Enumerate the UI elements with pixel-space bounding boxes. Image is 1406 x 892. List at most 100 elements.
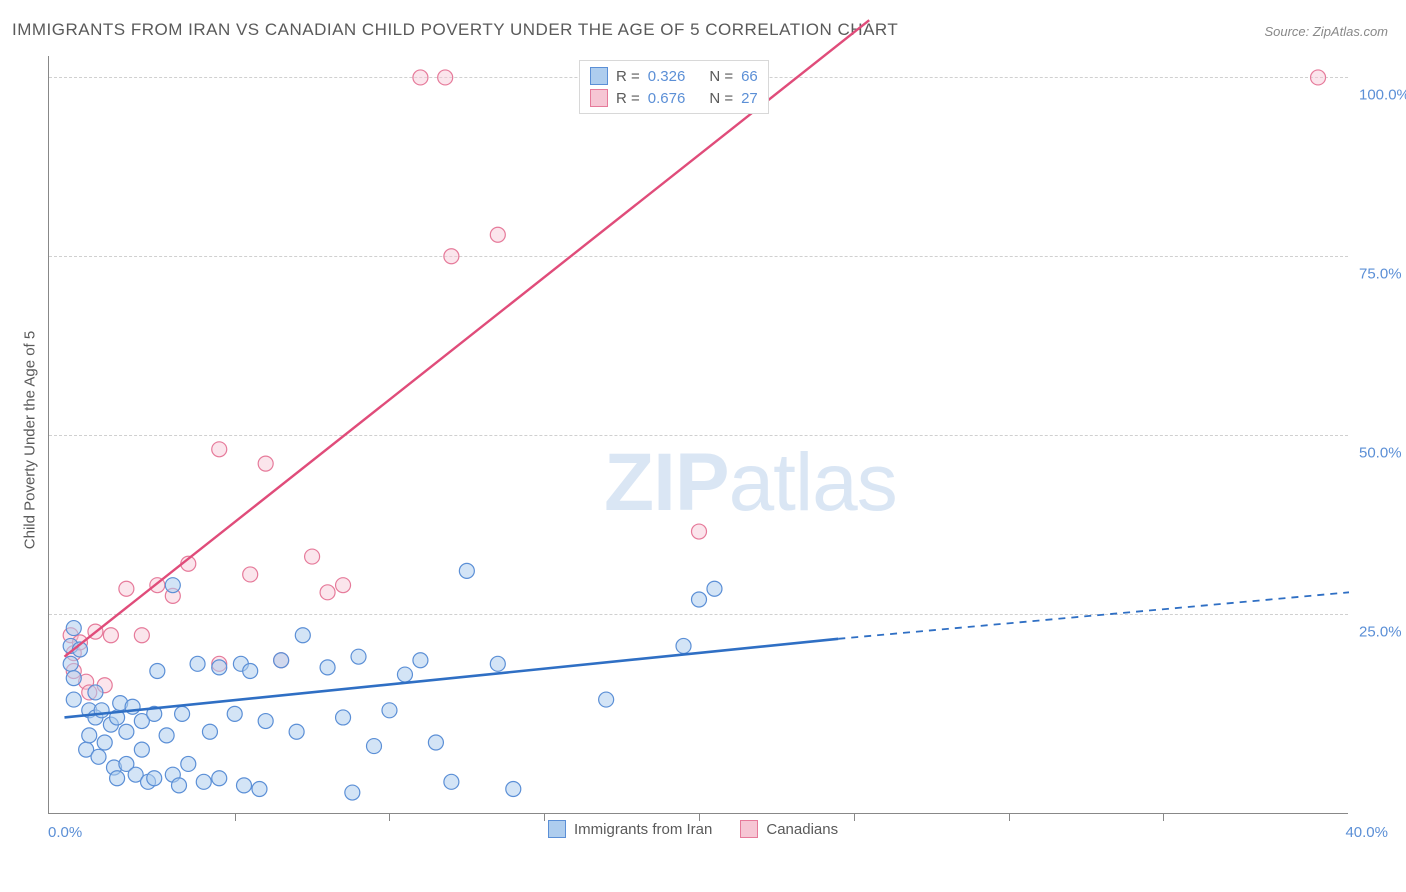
x-axis-max-label: 40.0% [1345, 824, 1388, 841]
scatter-point [66, 692, 81, 707]
scatter-point [336, 710, 351, 725]
scatter-point [428, 735, 443, 750]
y-axis-label: Child Poverty Under the Age of 5 [22, 331, 39, 549]
legend-series: Immigrants from Iran Canadians [548, 820, 838, 838]
scatter-point [243, 567, 258, 582]
legend-swatch [590, 89, 608, 107]
legend-series-item: Canadians [740, 820, 838, 838]
scatter-point [196, 774, 211, 789]
scatter-point [165, 578, 180, 593]
x-axis-min-label: 0.0% [48, 824, 82, 841]
scatter-point [320, 585, 335, 600]
plot-area: 25.0%50.0%75.0%100.0% ZIPatlas R =0.326N… [48, 56, 1348, 814]
scatter-point [147, 771, 162, 786]
scatter-point [134, 628, 149, 643]
x-minor-tick [389, 813, 390, 821]
scatter-point [202, 724, 217, 739]
scatter-point [320, 660, 335, 675]
legend-series-label: Immigrants from Iran [574, 821, 712, 838]
scatter-point [289, 724, 304, 739]
scatter-point [258, 714, 273, 729]
scatter-point [707, 581, 722, 596]
scatter-point [119, 581, 134, 596]
scatter-point [692, 592, 707, 607]
scatter-point [243, 663, 258, 678]
chart-title: IMMIGRANTS FROM IRAN VS CANADIAN CHILD P… [12, 20, 898, 40]
legend-correlation: R = 0.326 N = 66 R = 0.676 N = 27 [579, 60, 769, 114]
scatter-point [91, 749, 106, 764]
x-minor-tick [235, 813, 236, 821]
legend-swatch [740, 820, 758, 838]
scatter-point [172, 778, 187, 793]
scatter-point [367, 739, 382, 754]
legend-r-value: 0.326 [648, 68, 686, 85]
legend-correlation-row: R = 0.326 N = 66 [590, 65, 758, 87]
x-minor-tick [544, 813, 545, 821]
scatter-point [345, 785, 360, 800]
scatter-point [274, 653, 289, 668]
scatter-point [212, 660, 227, 675]
y-tick-label: 100.0% [1359, 87, 1406, 104]
scatter-point [119, 724, 134, 739]
scatter-point [212, 771, 227, 786]
scatter-point [413, 70, 428, 85]
scatter-point [134, 742, 149, 757]
source-attribution: Source: ZipAtlas.com [1264, 24, 1388, 39]
scatter-point [1311, 70, 1326, 85]
scatter-point [66, 621, 81, 636]
chart-container: IMMIGRANTS FROM IRAN VS CANADIAN CHILD P… [0, 0, 1406, 892]
scatter-point [336, 578, 351, 593]
scatter-point [150, 663, 165, 678]
scatter-point [295, 628, 310, 643]
scatter-point [676, 638, 691, 653]
scatter-point [490, 656, 505, 671]
scatter-point [382, 703, 397, 718]
x-minor-tick [854, 813, 855, 821]
scatter-point [252, 781, 267, 796]
legend-n-value: 66 [741, 68, 758, 85]
scatter-point [212, 442, 227, 457]
scatter-point [159, 728, 174, 743]
scatter-point [413, 653, 428, 668]
scatter-point [506, 781, 521, 796]
trend-line-immigrants [64, 639, 838, 718]
legend-n-label: N = [709, 90, 733, 107]
y-tick-label: 50.0% [1359, 445, 1406, 462]
legend-n-label: N = [709, 68, 733, 85]
scatter-point [110, 771, 125, 786]
legend-r-label: R = [616, 90, 640, 107]
scatter-point [227, 706, 242, 721]
scatter-point [82, 728, 97, 743]
scatter-point [599, 692, 614, 707]
scatter-point [459, 563, 474, 578]
y-tick-label: 25.0% [1359, 623, 1406, 640]
scatter-point [103, 628, 118, 643]
scatter-point [175, 706, 190, 721]
trend-line-immigrants-dashed [838, 592, 1349, 638]
scatter-point [181, 756, 196, 771]
scatter-point [66, 671, 81, 686]
scatter-point [63, 656, 78, 671]
scatter-svg [49, 56, 1349, 814]
scatter-point [444, 249, 459, 264]
legend-r-label: R = [616, 68, 640, 85]
scatter-point [397, 667, 412, 682]
scatter-point [237, 778, 252, 793]
y-tick-label: 75.0% [1359, 266, 1406, 283]
scatter-point [444, 774, 459, 789]
x-minor-tick [1163, 813, 1164, 821]
trend-line-canadians [64, 20, 869, 656]
legend-n-value: 27 [741, 90, 758, 107]
scatter-point [88, 685, 103, 700]
legend-series-label: Canadians [766, 821, 838, 838]
scatter-point [258, 456, 273, 471]
scatter-point [351, 649, 366, 664]
legend-correlation-row: R = 0.676 N = 27 [590, 87, 758, 109]
x-minor-tick [1009, 813, 1010, 821]
legend-r-value: 0.676 [648, 90, 686, 107]
scatter-point [97, 735, 112, 750]
scatter-point [692, 524, 707, 539]
legend-series-item: Immigrants from Iran [548, 820, 712, 838]
scatter-point [490, 227, 505, 242]
scatter-point [438, 70, 453, 85]
